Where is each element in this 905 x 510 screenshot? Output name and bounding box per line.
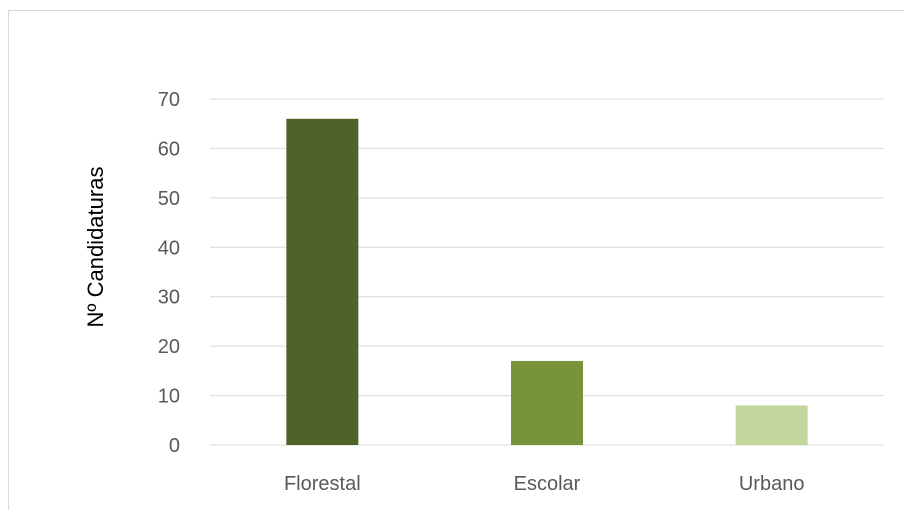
y-tick-label: 40	[158, 237, 180, 259]
y-axis-title: Nº Candidaturas	[83, 167, 108, 328]
x-category-label: Urbano	[739, 473, 805, 495]
bar-urbano	[735, 405, 808, 445]
y-tick-label: 10	[158, 386, 180, 408]
x-category-label: Escolar	[514, 473, 581, 495]
x-category-label: Florestal	[284, 473, 361, 495]
bar-florestal	[286, 118, 359, 446]
y-tick-labels: 0 10 20 30 40 50 60 70	[158, 89, 180, 457]
x-category-labels: Florestal Escolar Urbano	[284, 473, 804, 495]
bars	[286, 118, 808, 446]
y-tick-label: 0	[169, 435, 180, 457]
y-tick-label: 30	[158, 287, 180, 309]
bar-escolar	[511, 360, 583, 445]
y-tick-label: 70	[158, 89, 180, 111]
chart-frame	[8, 10, 904, 510]
y-tick-label: 50	[158, 188, 180, 210]
y-tick-label: 20	[158, 336, 180, 358]
y-tick-label: 60	[158, 138, 180, 160]
